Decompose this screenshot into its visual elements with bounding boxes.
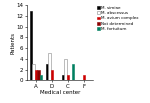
- Bar: [37, 70, 40, 80]
- X-axis label: Medical center: Medical center: [40, 90, 80, 95]
- Bar: [40, 75, 42, 80]
- Y-axis label: Patients: Patients: [10, 32, 15, 54]
- Bar: [35, 70, 37, 80]
- Bar: [83, 75, 85, 80]
- Bar: [51, 70, 53, 80]
- Bar: [30, 11, 32, 80]
- Bar: [64, 59, 67, 80]
- Bar: [67, 75, 69, 80]
- Bar: [62, 75, 64, 80]
- Legend: M. simiae, M. abscessus, M. avium complex, Not determined, M. fortuitum: M. simiae, M. abscessus, M. avium comple…: [96, 6, 139, 31]
- Bar: [46, 64, 48, 80]
- Bar: [72, 64, 74, 80]
- Bar: [48, 53, 51, 80]
- Bar: [32, 64, 35, 80]
